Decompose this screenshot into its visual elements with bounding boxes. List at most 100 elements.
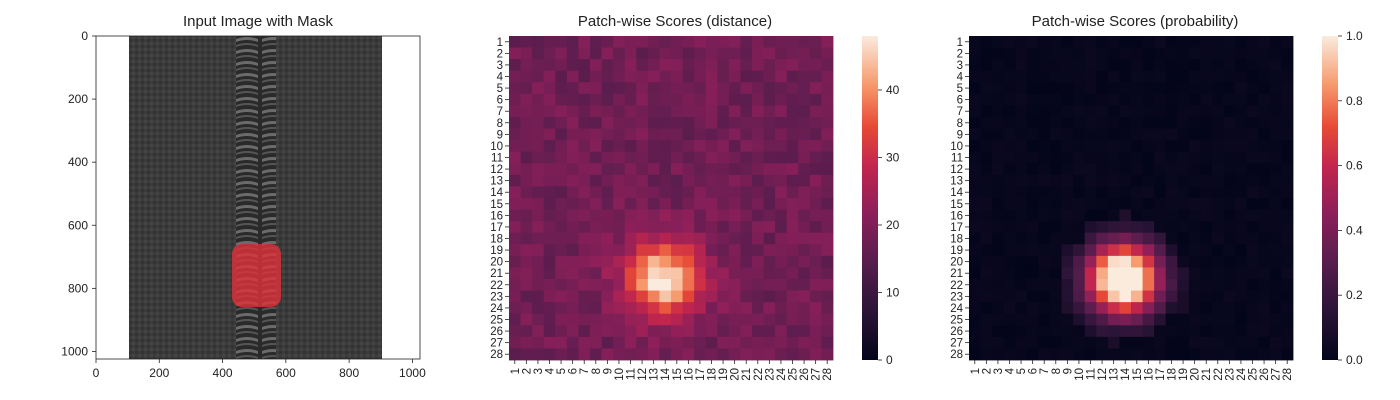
heatmap-cell — [798, 105, 811, 118]
heatmap-cell — [566, 174, 579, 187]
heatmap-cell — [717, 82, 730, 95]
heatmap-cell — [671, 313, 683, 326]
x-tick-label: 6 — [1028, 368, 1040, 374]
heatmap-cell — [1269, 221, 1282, 234]
heatmap-cell — [728, 255, 741, 268]
heatmap-cell — [1212, 221, 1224, 234]
heatmap-cell — [555, 244, 568, 257]
heatmap-cell — [555, 117, 568, 129]
image-y-tick-label: 0 — [81, 29, 88, 43]
heatmap-cell — [659, 290, 672, 303]
heatmap-cell — [1003, 117, 1016, 129]
heatmap-cell — [763, 36, 776, 48]
heatmap-cell — [1200, 186, 1213, 199]
heatmap-cell — [682, 279, 695, 291]
heatmap-cell — [671, 198, 683, 210]
heatmap-cell — [763, 105, 776, 118]
heatmap-cell — [1258, 186, 1271, 199]
heatmap-cell — [1131, 221, 1143, 234]
heatmap-cell — [1235, 59, 1248, 72]
heatmap-cell — [1061, 174, 1074, 187]
heatmap-cell — [1200, 174, 1213, 187]
heatmap-cell — [969, 36, 981, 48]
heatmap-cell — [647, 70, 660, 83]
heatmap-cell — [1269, 279, 1282, 291]
heatmap-cell — [1281, 70, 1294, 83]
heatmap-cell — [509, 313, 521, 326]
heatmap-cell — [520, 128, 533, 141]
heatmap-cell — [775, 290, 788, 303]
x-tick-label: 25 — [1248, 368, 1260, 381]
heatmap-cell — [752, 244, 764, 257]
heatmap-cell — [613, 209, 626, 222]
heatmap-cell — [601, 117, 614, 129]
heatmap-cell — [1258, 47, 1271, 60]
heatmap-cell — [1269, 117, 1282, 129]
heatmap-cell — [798, 279, 811, 291]
heatmap-cell — [1026, 174, 1039, 187]
heatmap-cell — [1084, 128, 1097, 141]
heatmap-cell — [775, 244, 788, 257]
heatmap-cell — [601, 325, 614, 338]
heatmap-cell — [671, 302, 683, 315]
heatmap-cell — [717, 232, 730, 245]
heatmap-cell — [992, 290, 1005, 303]
heatmap-cell — [717, 47, 730, 60]
heatmap-cell — [775, 348, 788, 361]
x-tick-label: 8 — [591, 368, 603, 374]
heatmap-cell — [1142, 279, 1155, 291]
heatmap-cell — [740, 244, 753, 257]
heatmap-cell — [1061, 348, 1074, 361]
heatmap-cell — [578, 174, 591, 187]
heatmap-cell — [1026, 151, 1039, 164]
heatmap-cell — [601, 221, 614, 234]
y-tick-label: 28 — [490, 349, 503, 361]
heatmap-cell — [752, 186, 764, 199]
heatmap-cell — [1107, 279, 1120, 291]
heatmap-cell — [1050, 140, 1062, 153]
heatmap-cell — [590, 279, 602, 291]
heatmap-cell — [636, 325, 649, 338]
heatmap-cell — [1188, 105, 1201, 118]
heatmap-cell — [636, 348, 649, 361]
heatmap-cell — [1096, 140, 1109, 153]
heatmap-cell — [1026, 267, 1039, 280]
y-tick-label: 22 — [490, 280, 503, 292]
heatmap-cell — [717, 302, 730, 315]
heatmap-cell — [728, 117, 741, 129]
heatmap-cell — [636, 70, 649, 83]
heatmap-cell — [566, 82, 579, 95]
heatmap-cell — [1096, 93, 1109, 106]
heatmap-cell — [1073, 209, 1086, 222]
heatmap-cell — [555, 198, 568, 210]
heatmap-cell — [1269, 140, 1282, 153]
heatmap-cell — [740, 70, 753, 83]
heatmap-cell — [1200, 313, 1213, 326]
heatmap-cell — [1246, 325, 1259, 338]
heatmap-cell — [980, 348, 993, 361]
heatmap-cell — [969, 302, 981, 315]
heatmap-cell — [1246, 105, 1259, 118]
heatmap-cell — [728, 302, 741, 315]
heatmap-cell — [682, 255, 695, 268]
heatmap-cell — [624, 151, 637, 164]
heatmap-cell — [532, 325, 545, 338]
heatmap-cell — [1015, 128, 1028, 141]
heatmap-cell — [1281, 279, 1294, 291]
heatmap-cell — [1281, 209, 1294, 222]
heatmap-cell — [659, 348, 672, 361]
heatmap-cell — [1212, 267, 1224, 280]
heatmap-cell — [1142, 302, 1155, 315]
heatmap-cell — [509, 348, 521, 361]
heatmap-cell — [1165, 325, 1178, 338]
heatmap-cell — [1050, 174, 1062, 187]
heatmap-cell — [980, 117, 993, 129]
heatmap-cell — [1073, 128, 1086, 141]
heatmap-cell — [647, 279, 660, 291]
heatmap-cell — [763, 117, 776, 129]
heatmap-cell — [590, 93, 602, 106]
heatmap-cell — [980, 140, 993, 153]
heatmap-cell — [1050, 336, 1062, 349]
heatmap-cell — [1269, 70, 1282, 83]
